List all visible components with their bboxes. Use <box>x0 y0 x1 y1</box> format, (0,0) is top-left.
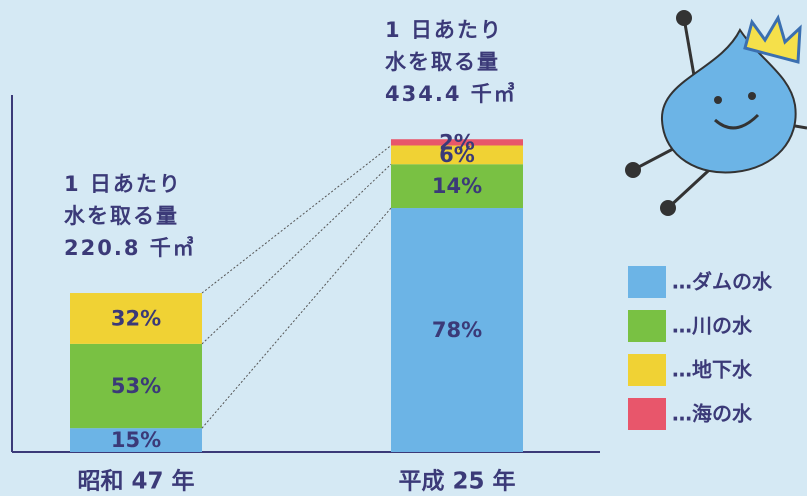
total-label: 434.4 千㎥ <box>385 82 517 106</box>
total-caption: 水を取る量 <box>385 50 500 74</box>
connector <box>202 145 391 293</box>
mascot <box>625 10 807 216</box>
total-caption: 1 日あたり <box>385 18 503 42</box>
value-label: 15% <box>111 428 161 452</box>
value-label: 14% <box>432 174 482 198</box>
value-label: 78% <box>432 318 482 342</box>
value-label: 32% <box>111 306 161 330</box>
legend-label: …川の水 <box>672 314 753 338</box>
value-label: 53% <box>111 374 161 398</box>
total-label: 220.8 千㎥ <box>64 236 196 260</box>
total-caption: 1 日あたり <box>64 172 182 196</box>
legend-label: …海の水 <box>672 402 753 426</box>
chart: 15%53%32%昭和 47 年1 日あたり水を取る量220.8 千㎥78%14… <box>0 0 807 496</box>
legend-label: …ダムの水 <box>672 270 773 294</box>
legend-swatch <box>628 310 666 342</box>
legend-swatch <box>628 266 666 298</box>
category-label: 平成 25 年 <box>398 468 515 495</box>
legend-label: …地下水 <box>672 358 753 382</box>
value-label: 2% <box>439 130 475 154</box>
legend-swatch <box>628 398 666 430</box>
connector <box>202 164 391 344</box>
legend-swatch <box>628 354 666 386</box>
total-caption: 水を取る量 <box>64 204 179 228</box>
category-label: 昭和 47 年 <box>77 468 194 495</box>
connector <box>202 208 391 428</box>
